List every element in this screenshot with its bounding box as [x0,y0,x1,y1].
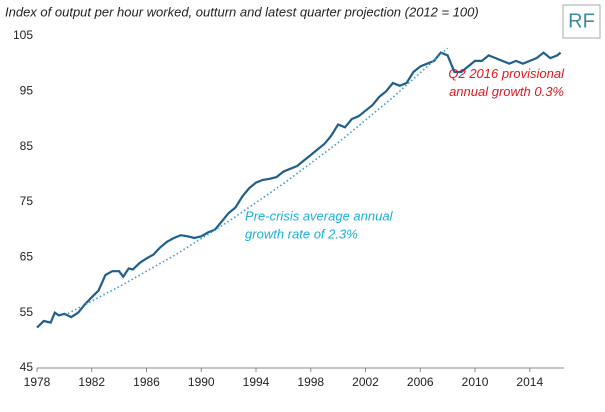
y-tick-label: 55 [20,305,34,319]
x-tick-label: 1978 [24,375,51,389]
x-tick-label: 1986 [133,375,160,389]
trend-line [64,47,449,317]
y-tick-label: 45 [20,360,34,374]
y-tick-label: 95 [20,84,34,98]
logo: RF [568,10,595,32]
x-tick-label: 2014 [516,375,543,389]
y-tick-label: 105 [13,28,33,42]
x-tick-label: 2006 [407,375,434,389]
annotation: Pre-crisis average annual [245,208,394,223]
chart-title: Index of output per hour worked, outturn… [5,4,479,19]
x-tick-label: 2010 [462,375,489,389]
x-tick-label: 1998 [297,375,324,389]
y-tick-label: 65 [20,250,34,264]
x-tick-label: 2002 [352,375,379,389]
data-line [36,51,562,329]
x-tick-label: 1994 [243,375,270,389]
annotation: annual growth 0.3% [449,84,564,99]
x-tick-label: 1990 [188,375,215,389]
annotation: Q2 2016 provisional [448,66,565,81]
y-tick-label: 85 [20,139,34,153]
annotation: growth rate of 2.3% [245,226,358,241]
logo-box [562,4,601,39]
x-tick-label: 1982 [78,375,105,389]
y-tick-label: 75 [20,194,34,208]
